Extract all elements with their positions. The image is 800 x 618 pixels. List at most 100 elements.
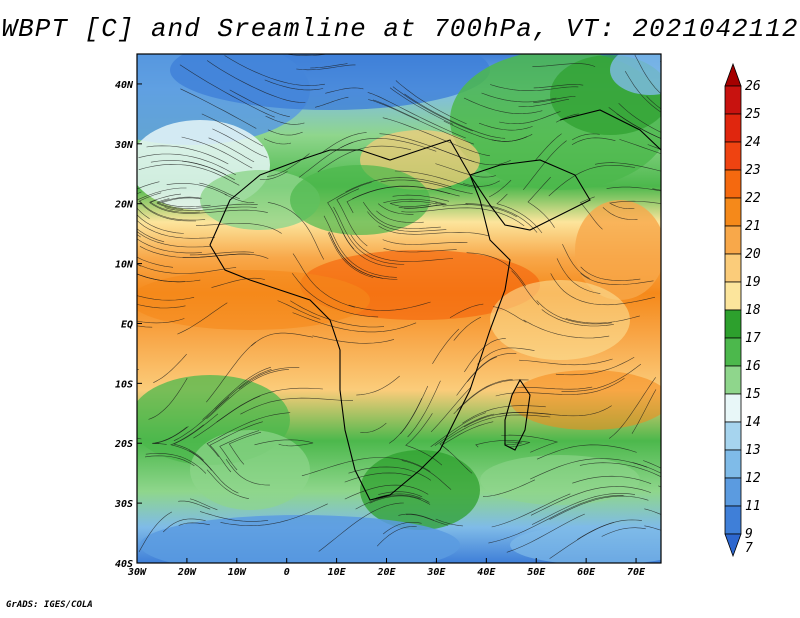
streamline	[549, 495, 649, 520]
streamline	[401, 460, 452, 490]
streamline	[456, 379, 513, 411]
colorbar-label: 24	[745, 135, 761, 150]
streamline	[265, 115, 305, 125]
streamline	[536, 300, 612, 325]
colorbar-label: 18	[745, 303, 761, 318]
streamline	[479, 122, 533, 131]
streamline	[477, 347, 535, 365]
streamline	[394, 170, 479, 188]
streamline	[362, 201, 441, 229]
streamline	[137, 369, 139, 370]
streamline	[380, 179, 473, 194]
streamline	[296, 64, 356, 71]
streamline	[580, 273, 654, 286]
streamline	[527, 176, 555, 228]
streamline	[660, 61, 661, 63]
streamline	[482, 479, 536, 497]
streamline	[555, 356, 635, 376]
colorbar: 26 25 24 23 22 21 20 19 18 17 16 15 14 13 12 11 97	[724, 62, 761, 558]
streamline	[398, 513, 435, 521]
streamline	[137, 219, 215, 239]
x-tick-label: 70E	[627, 567, 646, 578]
streamline	[318, 502, 404, 552]
streamline	[181, 136, 253, 169]
streamline	[401, 207, 525, 227]
streamline	[267, 202, 325, 260]
streamline	[345, 177, 452, 193]
colorbar-label: 7	[745, 541, 753, 556]
streamline	[565, 315, 640, 324]
streamline	[609, 377, 656, 439]
x-tick-label: 10W	[228, 567, 247, 578]
colorbar-label: 15	[745, 387, 761, 402]
y-tick-label: 20N	[114, 200, 134, 211]
streamline	[152, 426, 189, 445]
streamline	[344, 472, 412, 483]
streamline	[572, 475, 652, 484]
streamline	[285, 54, 330, 57]
streamline	[310, 63, 348, 69]
streamline	[378, 491, 423, 498]
x-tick-label: 50E	[527, 567, 546, 578]
streamline	[535, 133, 562, 161]
streamline	[602, 207, 638, 220]
streamline	[267, 129, 303, 136]
streamline	[254, 439, 314, 447]
streamline	[430, 387, 472, 433]
streamline	[144, 455, 195, 467]
streamline	[541, 309, 614, 327]
streamline	[137, 191, 165, 243]
colorbar-swatch	[724, 533, 742, 558]
streamline	[442, 204, 517, 218]
streamline	[195, 223, 282, 234]
streamline	[443, 120, 528, 142]
streamline	[327, 181, 372, 250]
streamline	[506, 513, 585, 553]
colorbar-swatch	[724, 477, 742, 507]
streamline	[529, 458, 648, 480]
streamline	[634, 54, 661, 95]
streamline	[433, 146, 511, 166]
streamline	[463, 97, 543, 115]
streamline	[292, 273, 379, 318]
coastlines	[209, 109, 661, 501]
streamline	[315, 96, 349, 108]
streamline	[511, 270, 540, 306]
streamline	[348, 466, 432, 481]
streamline	[536, 444, 637, 460]
streamline	[137, 187, 187, 219]
streamline	[150, 160, 226, 176]
streamline	[518, 99, 569, 108]
streamline	[160, 197, 211, 208]
colorbar-label: 19	[745, 275, 761, 290]
streamline	[212, 128, 268, 158]
streamline	[382, 117, 490, 157]
streamline	[224, 55, 325, 86]
streamline	[199, 182, 240, 199]
y-tick-label: EQ	[121, 319, 133, 330]
streamline	[220, 503, 328, 526]
colorbar-label: 20	[745, 247, 761, 262]
colorbar-swatch	[724, 505, 742, 535]
streamline	[432, 328, 460, 364]
streamline	[215, 369, 272, 410]
streamline	[606, 186, 661, 192]
streamline	[619, 139, 661, 154]
streamline	[516, 386, 593, 390]
streamline	[533, 96, 576, 104]
streamline	[609, 200, 661, 209]
streamlines	[137, 54, 661, 559]
streamline	[407, 380, 441, 438]
streamline	[292, 312, 417, 333]
streamline	[149, 199, 268, 214]
streamline	[137, 214, 184, 234]
streamline	[240, 397, 353, 415]
streamline	[170, 424, 212, 471]
streamline	[490, 84, 579, 91]
streamline	[376, 210, 424, 223]
streamline	[139, 192, 206, 221]
streamline	[434, 413, 495, 446]
streamline	[179, 64, 275, 118]
streamline	[532, 63, 596, 67]
streamline	[561, 363, 642, 392]
